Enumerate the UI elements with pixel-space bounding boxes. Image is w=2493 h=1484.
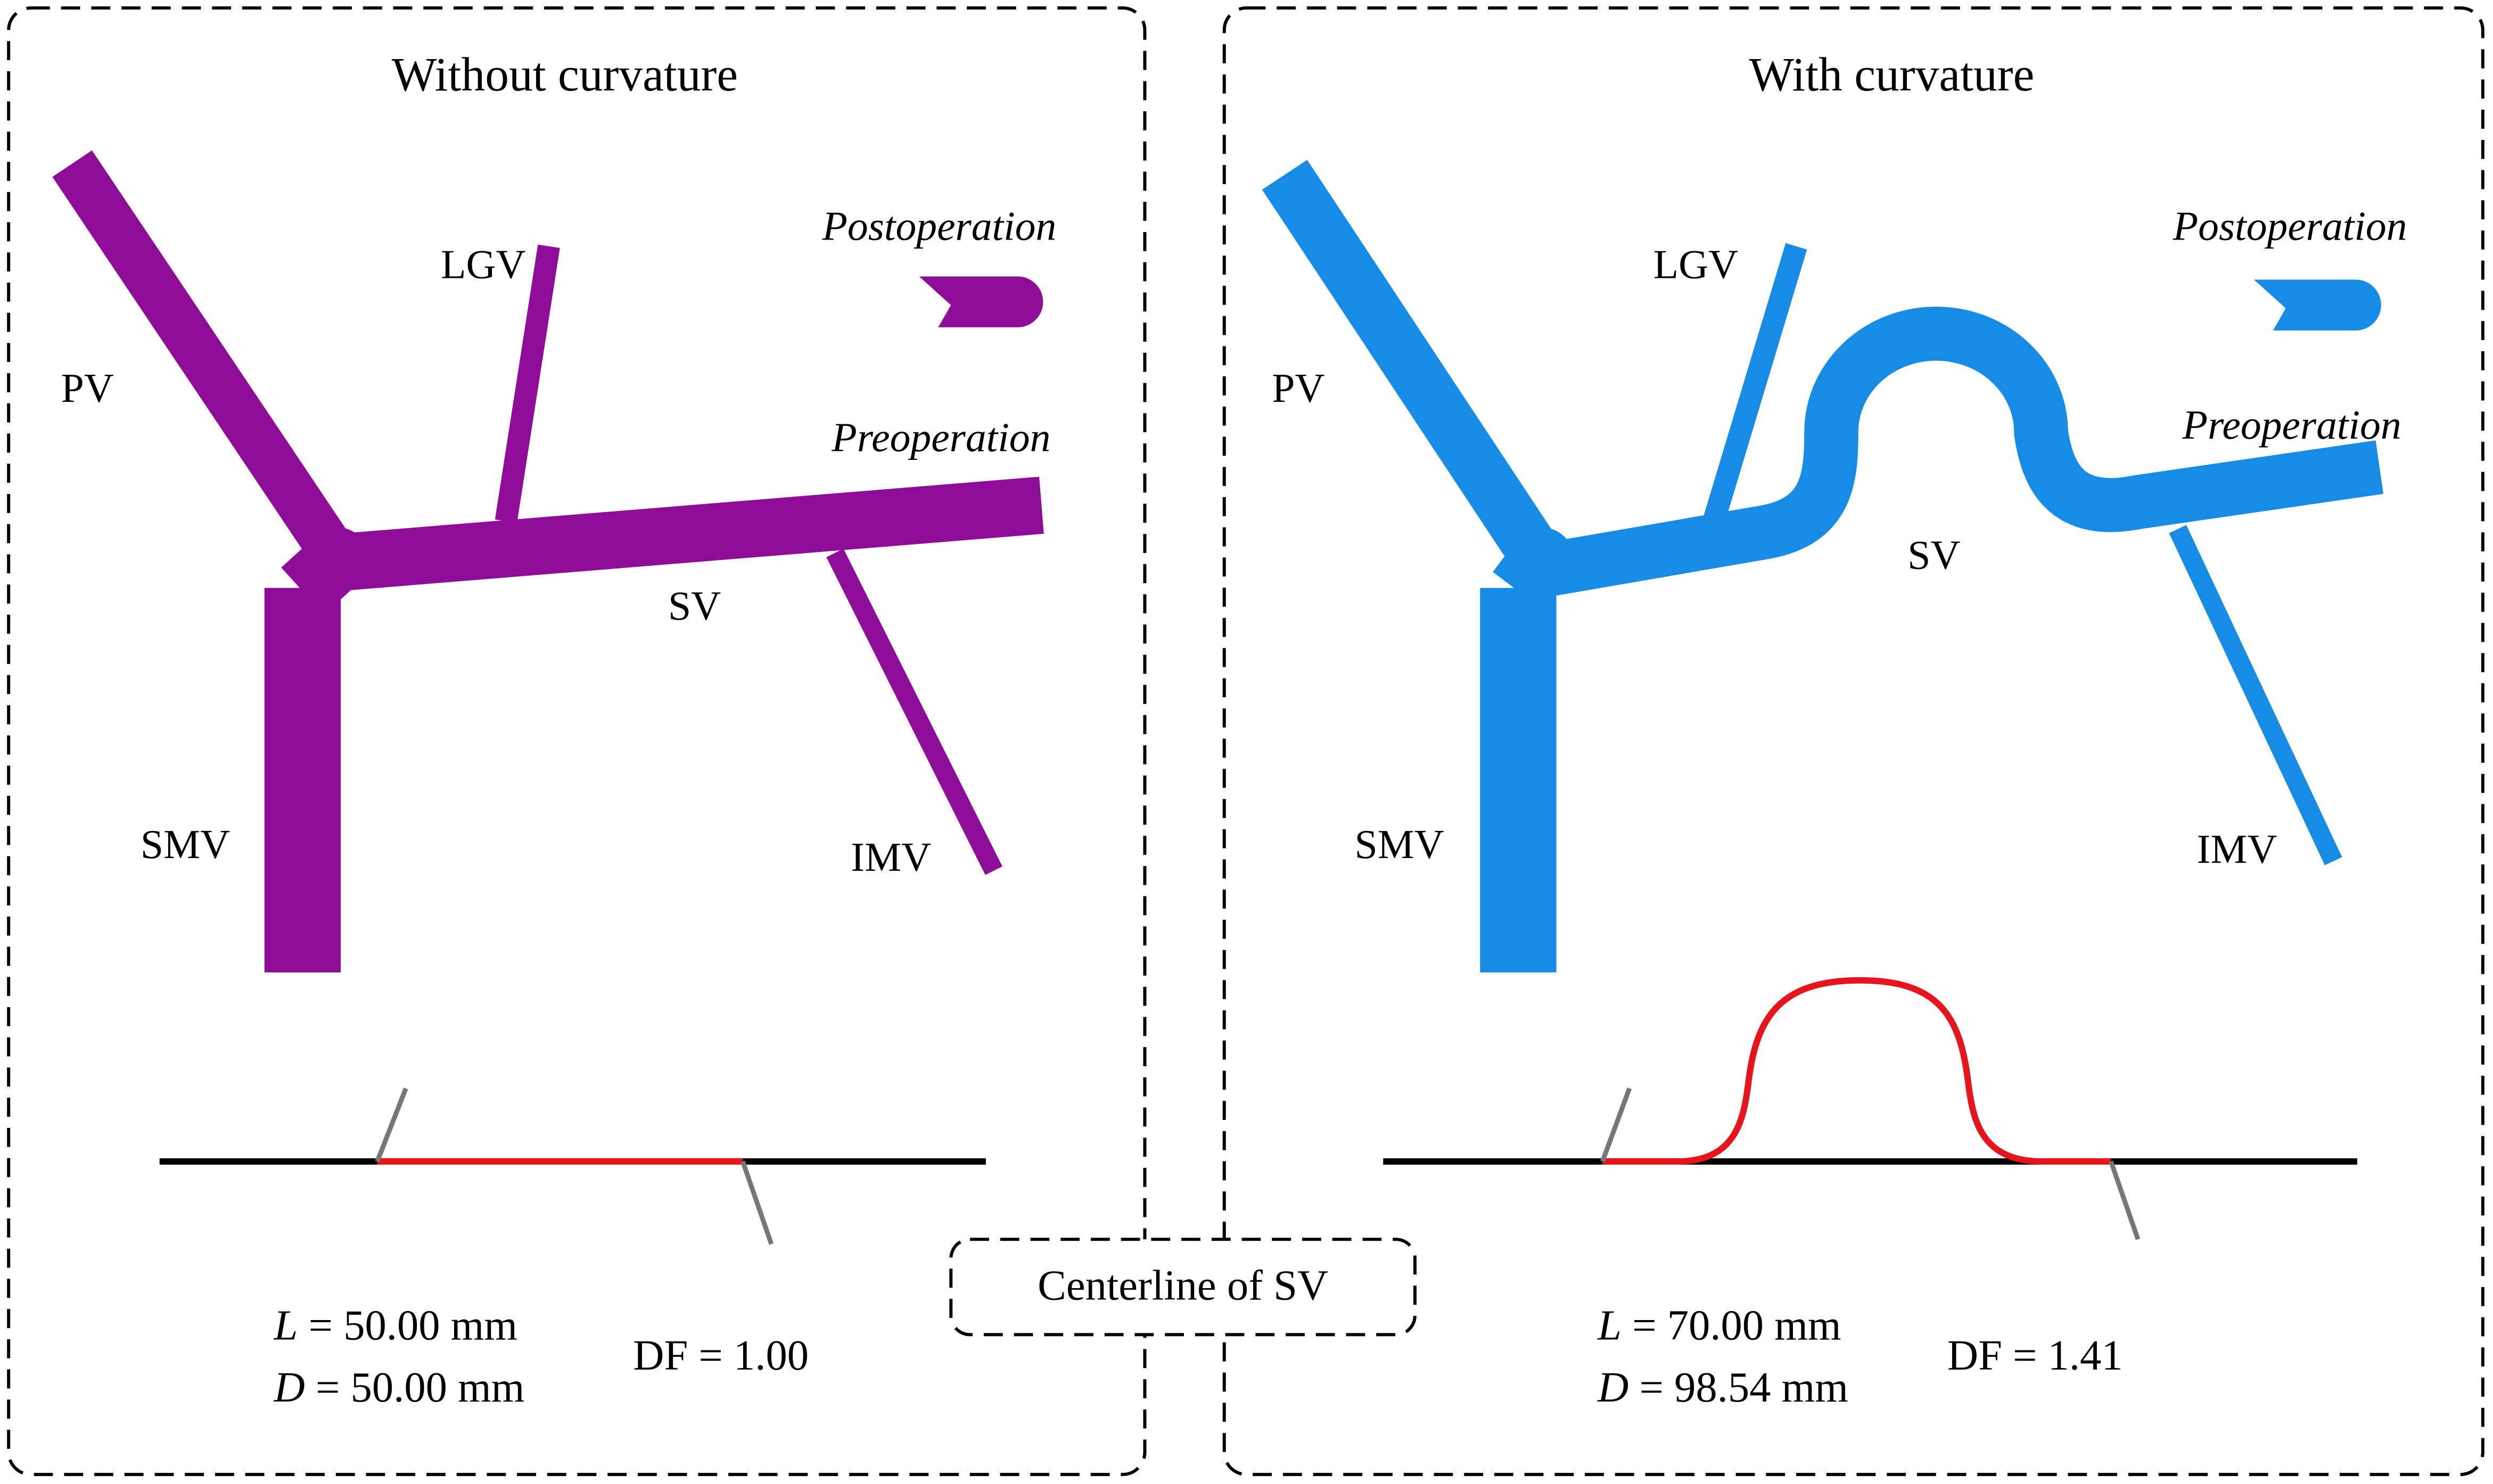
vessel-label: SMV <box>1354 821 1444 867</box>
panel-frame <box>1222 6 2484 1477</box>
callout-box <box>949 1238 1417 1337</box>
vessel-label: IMV <box>851 834 931 880</box>
metric-symbol: D <box>274 1364 305 1411</box>
metric-value: = 50.00 mm <box>309 1301 517 1349</box>
panel-title: With curvature <box>1749 48 2034 101</box>
metric: L = 50.00 mm <box>274 1301 517 1349</box>
df-value: DF = 1.41 <box>1947 1332 2123 1379</box>
metric: D = 98.54 mm <box>1597 1364 1848 1411</box>
postop-segment <box>2253 279 2381 331</box>
callout-label: Centerline of SV <box>1038 1262 1328 1309</box>
state-label: Preoperation <box>2182 402 2401 448</box>
vessel-label: LGV <box>1653 241 1739 287</box>
state-label: Postoperation <box>822 203 1057 249</box>
state-label: Postoperation <box>2173 203 2407 249</box>
metric-value: = 98.54 mm <box>1640 1364 1848 1411</box>
metric: D = 50.00 mm <box>274 1364 525 1411</box>
metric: L = 70.00 mm <box>1597 1301 1841 1349</box>
state-label: Preoperation <box>831 415 1050 460</box>
postop-segment <box>919 276 1043 327</box>
metric-value: = 70.00 mm <box>1632 1301 1841 1349</box>
vessel-label: PV <box>61 365 114 411</box>
metric-symbol: D <box>1597 1364 1628 1411</box>
vessel-label: PV <box>1272 365 1324 411</box>
panel-frame <box>7 6 1147 1477</box>
metric-value: = 50.00 mm <box>316 1364 524 1411</box>
vessel-label: IMV <box>2197 826 2277 872</box>
vessel-label: SV <box>1907 532 1960 578</box>
vessel-model <box>1262 160 2384 972</box>
vessel-label: SV <box>668 583 721 629</box>
metric-symbol: L <box>1597 1301 1622 1349</box>
vessel-label: SMV <box>141 821 230 867</box>
metric-symbol: L <box>274 1301 298 1349</box>
vessel-label: LGV <box>441 241 526 287</box>
centerline <box>159 977 2358 1245</box>
panel-title: Without curvature <box>392 48 738 101</box>
df-value: DF = 1.00 <box>633 1332 809 1379</box>
vessel-model <box>52 150 1044 972</box>
